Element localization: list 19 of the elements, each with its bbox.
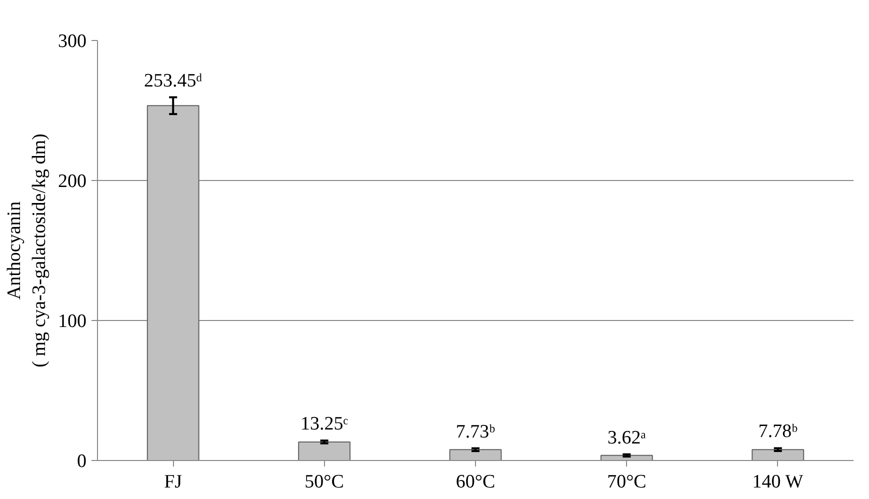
bar	[752, 449, 804, 460]
bar	[298, 441, 351, 460]
x-tick-label: 60°C	[456, 472, 496, 492]
x-tick-label: 50°C	[304, 472, 344, 492]
data-label: 7.73ᵇ	[456, 421, 496, 442]
data-label: 3.62ᵃ	[607, 427, 646, 448]
x-tick-label: 140 W	[752, 472, 804, 492]
x-tick-label: 70°C	[607, 472, 646, 492]
x-tick-label: FJ	[164, 472, 182, 492]
data-label: 13.25ᶜ	[300, 414, 348, 435]
y-tick-label: 300	[58, 31, 86, 52]
data-label: 7.78ᵇ	[758, 421, 798, 442]
y-tick-label: 100	[58, 311, 86, 332]
bar	[449, 449, 502, 460]
y-tick-label: 0	[77, 451, 86, 472]
y-axis-title: Anthocyanin ( mg cya-3-galactoside/kg dm)	[4, 134, 50, 368]
data-label: 253.45ᵈ	[144, 70, 202, 92]
y-tick-label: 200	[58, 171, 86, 192]
bar	[146, 105, 200, 460]
